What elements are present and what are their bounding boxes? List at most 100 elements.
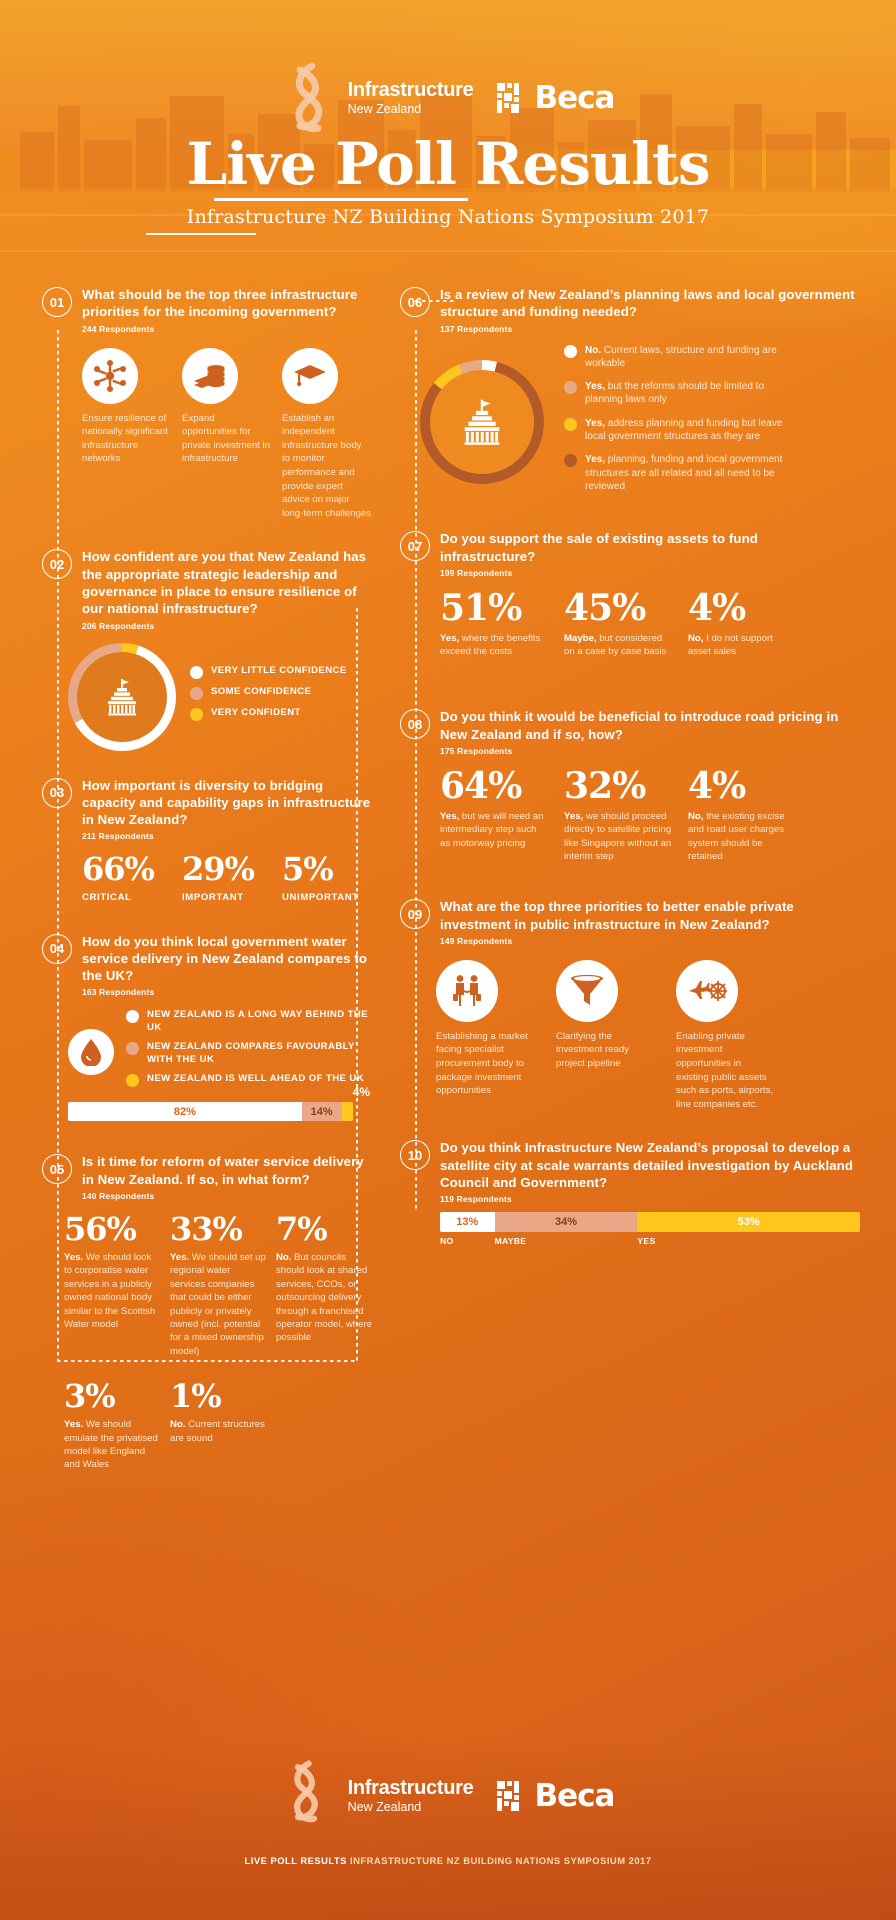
q04-legend-row-1: NEW ZEALAND IS A LONG WAY BEHIND THE UK bbox=[126, 1009, 372, 1034]
q08-stat-3-label: No, the existing excise and road user ch… bbox=[688, 810, 796, 864]
footer-caption-dim: INFRASTRUCTURE NZ BUILDING NATIONS SYMPO… bbox=[350, 1855, 652, 1866]
q05-stat-1: 56% Yes. We should look to corporatise w… bbox=[64, 1213, 160, 1358]
legend-dot-icon bbox=[126, 1010, 139, 1024]
q01-item-2-caption: Expand opportunities for private investm… bbox=[182, 412, 270, 465]
q08-stat-1-value: 64% bbox=[440, 764, 522, 807]
q06-legend-row-3: Yes, address planning and funding but le… bbox=[564, 417, 794, 444]
q10-axis-3: YES bbox=[637, 1236, 656, 1247]
q03-respondents: 211 Respondents bbox=[82, 831, 154, 842]
building bbox=[420, 88, 472, 192]
q04-bar-seg-2: 14% bbox=[301, 1102, 342, 1122]
left-timeline-right bbox=[356, 608, 358, 1362]
q03-number: 03 bbox=[42, 777, 72, 808]
q02-legend-label-2: SOME CONFIDENCE bbox=[211, 686, 312, 698]
q10-bar-chart: 13% 34% 53% NO MAYBE YES bbox=[440, 1212, 860, 1246]
q05-stat-2: 33% Yes. We should set up regional water… bbox=[170, 1213, 266, 1358]
q09-item-1: Establishing a market facing specialist … bbox=[436, 959, 534, 1112]
q05-stat-2-text: We should set up regional water services… bbox=[170, 1251, 266, 1357]
government-building-icon bbox=[420, 360, 544, 484]
q07-stat-3-text: I do not support asset sales bbox=[688, 632, 773, 658]
q03-stat-2: 29% IMPORTANT bbox=[182, 853, 272, 903]
legend-dot-icon bbox=[126, 1042, 139, 1056]
right-column: 06 Is a review of New Zealand’s planning… bbox=[400, 286, 860, 1254]
q08-stat-1-text: but we will need an intermediary step su… bbox=[440, 810, 544, 849]
q07-head: 07 Do you support the sale of existing a… bbox=[400, 530, 860, 578]
left-timeline bbox=[57, 330, 59, 1362]
footer-inz-logo: Infrastructure New Zealand bbox=[282, 1760, 474, 1832]
q04-legend-label-2: NEW ZEALAND COMPARES FAVOURABLY WITH THE… bbox=[147, 1041, 355, 1065]
q05-stat-4: 3% Yes. We should emulate the privatised… bbox=[64, 1380, 160, 1472]
q08-stat-3-value: 4% bbox=[688, 764, 746, 807]
q06-legend-row-2: Yes, but the reforms should be limited t… bbox=[564, 380, 794, 407]
q02-number: 02 bbox=[42, 549, 72, 580]
q09-item-3-caption: Enabling private investment opportunitie… bbox=[676, 1030, 774, 1110]
q01-head: 01 What should be the top three infrastr… bbox=[42, 286, 372, 334]
q02-legend-label-1: VERY LITTLE CONFIDENCE bbox=[211, 665, 347, 677]
building bbox=[304, 144, 334, 192]
q06-legend-label-4: Yes, planning, funding and local governm… bbox=[585, 453, 794, 493]
q04-head: 04 How do you think local government wat… bbox=[42, 933, 372, 997]
q03-stat-1-value: 66% bbox=[82, 850, 155, 889]
q05-stat-5-text: Current structures are sound bbox=[170, 1419, 265, 1444]
q05-stat-spacer bbox=[276, 1380, 372, 1472]
q03-stat-2-label: IMPORTANT bbox=[182, 892, 244, 904]
q05-stat-1-text: We should look to corporatise water serv… bbox=[64, 1251, 156, 1330]
q06-title: Is a review of New Zealand’s planning la… bbox=[440, 287, 855, 320]
building bbox=[676, 126, 730, 192]
handshake-icon bbox=[436, 959, 498, 1022]
question-06: 06 Is a review of New Zealand’s planning… bbox=[400, 286, 860, 500]
q08-stat-1-bold: Yes, bbox=[440, 810, 460, 822]
legend-dot-icon bbox=[190, 687, 203, 701]
q06-legend-label-2: Yes, but the reforms should be limited t… bbox=[585, 380, 794, 407]
q08-stats: 64% Yes, but we will need an intermediar… bbox=[440, 768, 860, 864]
building bbox=[588, 120, 636, 192]
q01-item-2: Expand opportunities for private investm… bbox=[182, 347, 272, 521]
q10-title: Do you think Infrastructure New Zealand’… bbox=[440, 1140, 853, 1191]
q07-stat-1-bold: Yes, bbox=[440, 632, 460, 644]
q07-stat-2-text: but considered on a case by case basis bbox=[564, 632, 667, 658]
q09-item-3: Enabling private investment opportunitie… bbox=[676, 959, 774, 1112]
q05-stat-5-bold: No. bbox=[170, 1419, 186, 1431]
q03-head: 03 How important is diversity to bridgin… bbox=[42, 777, 372, 842]
inz-logo: Infrastructure New Zealand bbox=[282, 62, 474, 134]
q07-stat-3-label: No, I do not support asset sales bbox=[688, 632, 796, 659]
q07-stat-1-label: Yes, where the benefits exceed the costs bbox=[440, 632, 548, 659]
q09-icon-group: Establishing a market facing specialist … bbox=[436, 959, 860, 1112]
q02-legend-row-1: VERY LITTLE CONFIDENCE bbox=[190, 665, 347, 680]
q06-legend-bold-2: Yes, bbox=[585, 381, 606, 393]
q09-number: 09 bbox=[400, 899, 430, 930]
legend-dot-icon bbox=[190, 708, 203, 722]
q10-bar-axis: NO MAYBE YES bbox=[440, 1236, 860, 1246]
inz-logo-line2: New Zealand bbox=[347, 102, 422, 117]
page-subtitle: Infrastructure NZ Building Nations Sympo… bbox=[186, 206, 710, 228]
inz-logo-line1: Infrastructure bbox=[347, 79, 474, 102]
q04-legend-label-3: NEW ZEALAND IS WELL AHEAD OF THE UK bbox=[147, 1073, 365, 1085]
beca-mark-icon bbox=[497, 83, 527, 113]
q05-stat-2-value: 33% bbox=[170, 1209, 243, 1248]
footer-caption-strong: LIVE POLL RESULTS bbox=[244, 1855, 347, 1866]
question-07: 07 Do you support the sale of existing a… bbox=[400, 530, 860, 680]
legend-dot-icon bbox=[126, 1074, 139, 1088]
q07-stat-3-value: 4% bbox=[688, 586, 746, 629]
q06-chart-row: No. Current laws, structure and funding … bbox=[420, 344, 860, 501]
question-10: 10 Do you think Infrastructure New Zeala… bbox=[400, 1139, 860, 1246]
q08-stat-2-value: 32% bbox=[564, 764, 646, 807]
q05-title: Is it time for reform of water service d… bbox=[82, 1154, 364, 1187]
inz-logo-text: Infrastructure New Zealand bbox=[348, 80, 474, 116]
q01-title: What should be the top three infrastruct… bbox=[82, 287, 358, 320]
q03-stat-3-value: 5% bbox=[282, 850, 334, 889]
q08-title: Do you think it would be beneficial to i… bbox=[440, 709, 839, 742]
right-timeline-entry bbox=[415, 300, 457, 302]
footer-beca-text: Beca bbox=[534, 1778, 615, 1814]
building bbox=[388, 130, 416, 192]
q09-item-1-caption: Establishing a market facing specialist … bbox=[436, 1030, 528, 1097]
q09-item-2-caption: Clarifying the investment ready project … bbox=[556, 1030, 630, 1070]
question-09: 09 What are the top three priorities to … bbox=[400, 898, 860, 1111]
q01-respondents: 244 Respondents bbox=[82, 323, 155, 334]
q06-legend-bold-1: No. bbox=[585, 344, 602, 356]
money-stack-icon bbox=[182, 347, 238, 404]
q06-legend-label-3: Yes, address planning and funding but le… bbox=[585, 417, 794, 444]
q08-stat-2-label: Yes, we should proceed directly to satel… bbox=[564, 810, 672, 864]
q05-stat-3: 7% No. But councils should look at share… bbox=[276, 1213, 372, 1358]
building bbox=[338, 100, 384, 192]
